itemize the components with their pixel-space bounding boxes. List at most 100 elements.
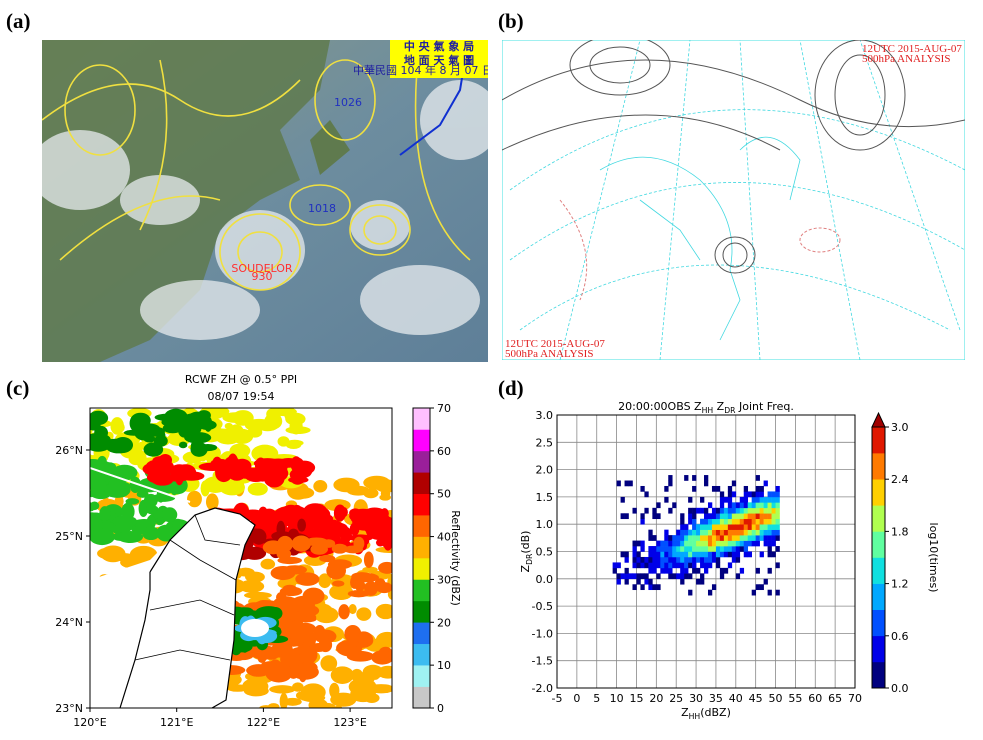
heat-cell: [751, 496, 756, 503]
heat-cell: [775, 529, 780, 536]
x-axis-label: ZHH(dBZ): [681, 706, 731, 721]
echo: [268, 607, 283, 620]
colorbar-frame: [412, 407, 431, 709]
heat-cell: [676, 546, 681, 552]
heat-cell: [636, 562, 641, 569]
heat-cell: [648, 529, 653, 536]
heat-cell: [767, 567, 772, 574]
heat-cell: [688, 518, 693, 525]
y-tick-label: 1.5: [536, 491, 554, 504]
heat-cell: [711, 529, 717, 536]
heat-cell: [751, 589, 756, 596]
heat-cell: [672, 535, 677, 541]
heat-cell: [763, 540, 768, 547]
heat-cell: [743, 524, 749, 530]
heat-cell: [692, 485, 697, 492]
heat-cell: [755, 567, 760, 574]
colorbar-cell: [413, 472, 430, 495]
heat-cell: [711, 556, 717, 563]
heat-cell: [707, 518, 713, 525]
heat-cell: [715, 513, 721, 520]
heat-cell: [692, 513, 697, 520]
heat-cell: [704, 567, 709, 574]
echo: [297, 644, 311, 656]
heat-cell: [688, 562, 693, 569]
heat-cell: [656, 502, 661, 509]
colorbar-cell: [872, 531, 885, 558]
heat-cell: [656, 513, 661, 520]
echo: [143, 435, 156, 443]
colorbar-cell: [413, 643, 430, 666]
heat-cell: [684, 551, 689, 558]
heat-cell: [771, 529, 776, 536]
y-tick-label: 0.0: [536, 573, 554, 586]
x-tick-label: 50: [769, 692, 783, 705]
heat-cell: [656, 551, 661, 558]
echo: [247, 482, 268, 496]
heat-cell: [731, 502, 737, 509]
heat-cell: [700, 551, 705, 558]
heat-cell: [640, 513, 645, 520]
heat-cell: [700, 540, 705, 547]
echo: [331, 543, 348, 554]
heat-cell: [664, 551, 669, 558]
echo: [97, 547, 118, 559]
plot-frame: [89, 407, 393, 709]
heat-cell: [715, 546, 721, 552]
heat-cell: [668, 546, 673, 552]
heat-cell: [676, 540, 681, 547]
echo: [263, 470, 285, 488]
echo: [90, 501, 100, 511]
heat-cell: [711, 513, 717, 520]
heat-cell: [624, 578, 629, 585]
heat-cell: [688, 573, 693, 580]
heat-cell: [640, 584, 645, 591]
heat-cell: [763, 496, 768, 503]
x-tick-label: 65: [828, 692, 842, 705]
heat-cell: [775, 524, 780, 530]
heat-cell: [743, 513, 749, 520]
x-tick-label: 35: [709, 692, 723, 705]
echo: [272, 596, 300, 612]
heat-cell: [707, 551, 713, 558]
echo: [198, 443, 218, 452]
colorbar-tick-label: 50: [437, 488, 451, 501]
echo: [295, 572, 320, 586]
heat-cell: [704, 540, 709, 547]
heat-cell: [775, 496, 780, 503]
heat-cell: [660, 567, 665, 574]
heat-cell: [751, 507, 756, 514]
heat-cell: [704, 529, 709, 536]
heat-cell: [672, 573, 677, 580]
echo: [308, 698, 328, 708]
x-tick-label: 45: [749, 692, 763, 705]
heat-cell: [680, 567, 685, 574]
colorbar-cell: [872, 635, 885, 663]
echo: [245, 571, 265, 583]
heat-cell: [696, 507, 701, 514]
colorbar-tick-label: 10: [437, 659, 451, 672]
heat-cell: [759, 529, 764, 536]
heat-cell: [735, 551, 741, 558]
heat-cell: [763, 578, 768, 585]
heat-cell: [715, 518, 721, 525]
echo: [320, 655, 338, 672]
heat-cell: [775, 485, 780, 492]
heat-cell: [700, 496, 705, 503]
heat-cell: [759, 485, 764, 492]
echo: [283, 565, 307, 575]
heat-cell: [707, 535, 713, 541]
echo: [286, 613, 307, 621]
stamp: 12UTC 2015-AUG-07: [862, 43, 962, 55]
heat-cell: [656, 540, 661, 547]
heat-cell: [664, 496, 669, 503]
heat-cell: [696, 567, 701, 574]
heat-cell: [747, 529, 752, 536]
heat-cell: [704, 480, 709, 487]
echo: [161, 507, 178, 523]
heat-cell: [704, 518, 709, 525]
echo: [363, 551, 374, 568]
heat-cell: [759, 551, 764, 558]
echo: [141, 526, 160, 541]
heat-cell: [692, 567, 697, 574]
